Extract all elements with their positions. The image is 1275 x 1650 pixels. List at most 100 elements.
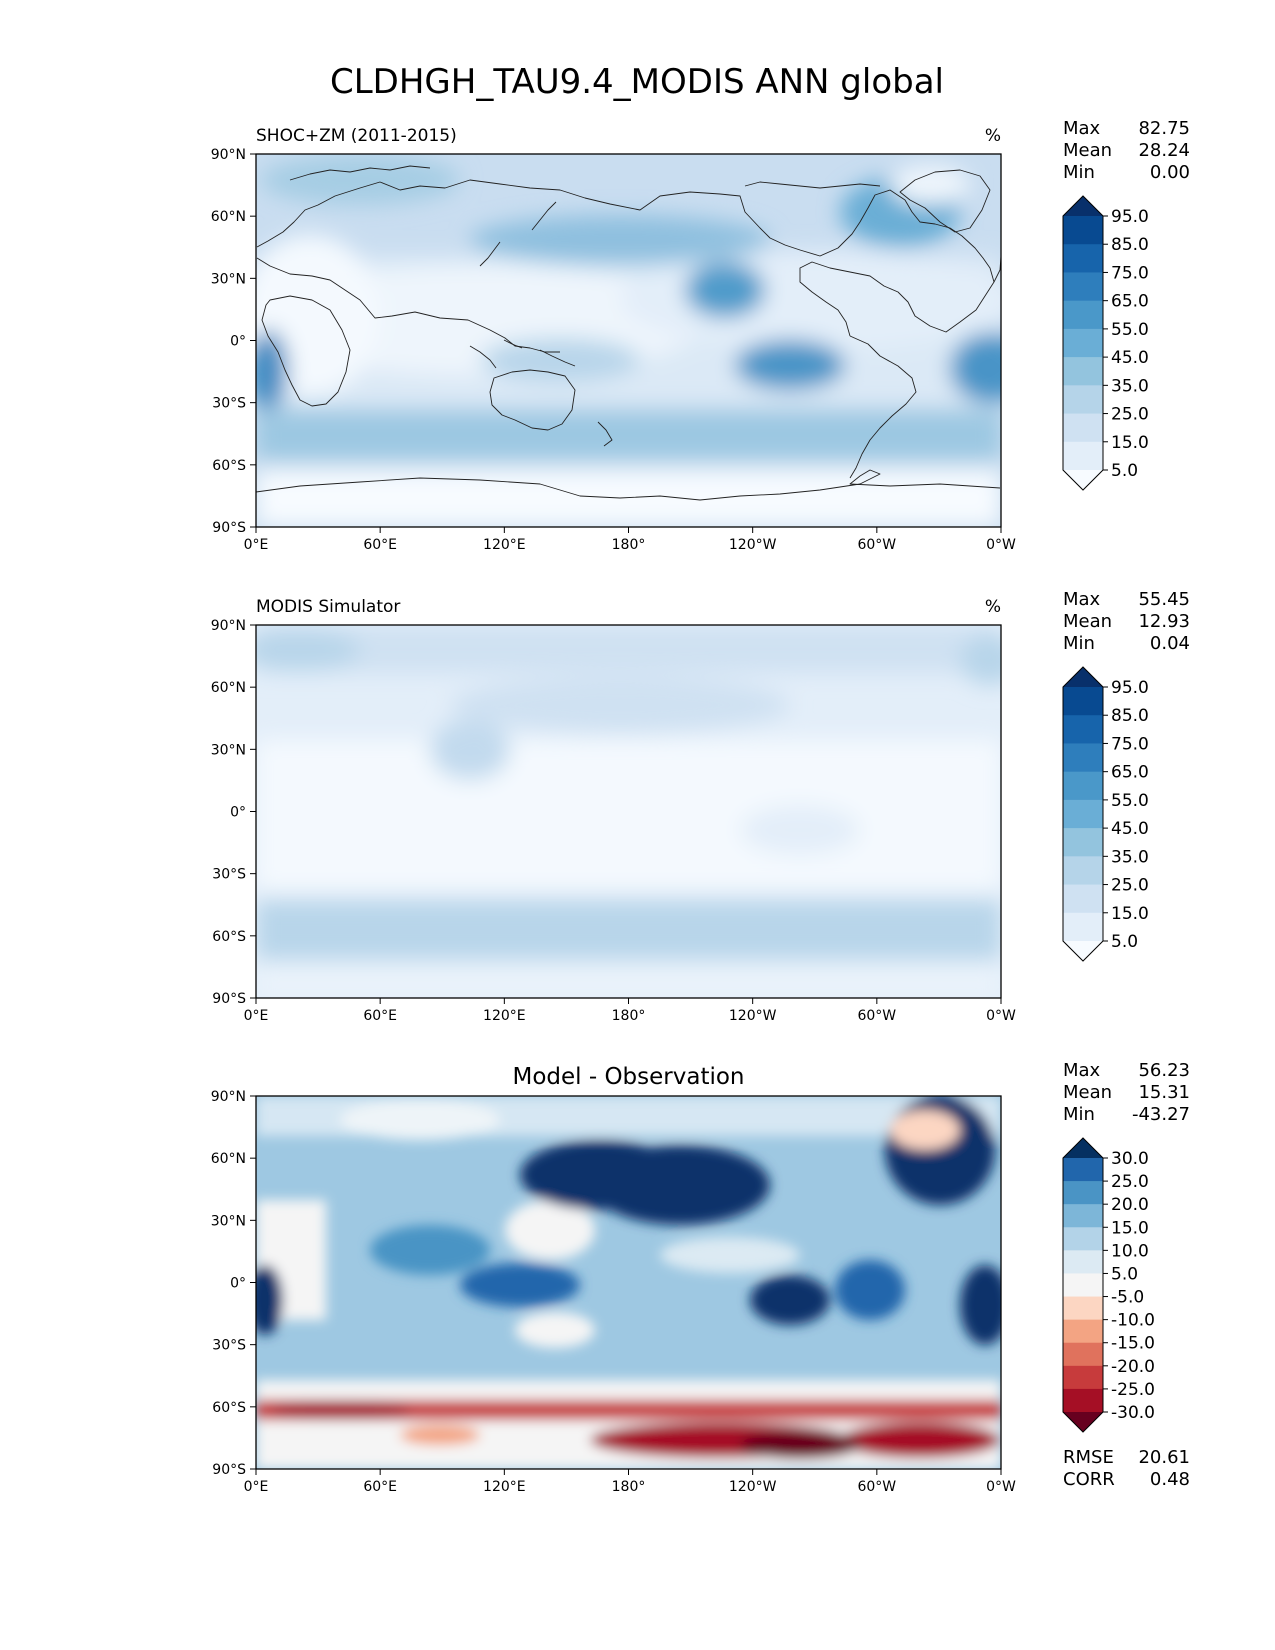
colorbar-tick-label: 35.0	[1111, 376, 1149, 396]
colorbar-segment	[1063, 687, 1103, 716]
lat-tick-label: 90°N	[211, 618, 246, 634]
colorbar-tick-label: 25.0	[1111, 1172, 1149, 1192]
stat-value: 15.31	[1138, 1082, 1190, 1103]
lon-tick-label: 0°W	[986, 1008, 1016, 1024]
lon-tick-label: 120°W	[729, 1008, 777, 1024]
colorbar-extend-max	[1063, 1138, 1103, 1158]
colorbar-segment	[1063, 385, 1103, 415]
colorbar-segment	[1063, 1365, 1103, 1390]
colorbar-segment	[1063, 1227, 1103, 1251]
colorbar-tick-label: 75.0	[1111, 734, 1149, 754]
colorbar-segment	[1063, 771, 1103, 801]
colorbar-tick-label: 45.0	[1111, 819, 1149, 839]
footer-stat-label: RMSE	[1063, 1447, 1114, 1468]
lon-tick-label: 0°E	[244, 1008, 269, 1024]
colorbar-segment	[1063, 884, 1103, 914]
lat-tick-label: 60°N	[211, 209, 246, 225]
stat-label: Max	[1063, 589, 1101, 610]
colorbar-tick-label: 85.0	[1111, 235, 1149, 255]
panel-center-title: Model - Observation	[512, 1064, 744, 1090]
colorbar-tick-label: -20.0	[1111, 1357, 1155, 1377]
colorbar-extend-max	[1063, 667, 1103, 687]
stat-label: Min	[1063, 633, 1095, 654]
colorbar-segment	[1063, 300, 1103, 330]
lat-tick-label: 30°S	[212, 1338, 246, 1354]
stat-label: Mean	[1063, 140, 1112, 161]
stat-value: 28.24	[1138, 140, 1190, 161]
colorbar-tick-label: 25.0	[1111, 876, 1149, 896]
panel-left-title: SHOC+ZM (2011-2015)	[256, 126, 457, 146]
colorbar-tick-label: 75.0	[1111, 263, 1149, 283]
lon-tick-label: 180°	[612, 537, 646, 553]
colorbar-segment	[1063, 1158, 1103, 1182]
colorbar-tick-label: 15.0	[1111, 433, 1149, 453]
colorbar-tick-label: 5.0	[1111, 932, 1138, 952]
lat-tick-label: 30°S	[212, 867, 246, 883]
lat-tick-label: 90°N	[211, 1089, 246, 1105]
lat-tick-label: 60°N	[211, 1151, 246, 1167]
colorbar-segment	[1063, 328, 1103, 358]
footer-stat-value: 0.48	[1150, 1469, 1190, 1490]
colorbar-segment	[1063, 1296, 1103, 1321]
colorbar-tick-label: 30.0	[1111, 1149, 1149, 1169]
colorbar-segment	[1063, 413, 1103, 443]
colorbar-tick-label: -25.0	[1111, 1380, 1155, 1400]
colorbar-segment	[1063, 1319, 1103, 1344]
colorbar-segment	[1063, 1388, 1103, 1413]
colorbar-tick-label: -30.0	[1111, 1403, 1155, 1423]
colorbar-tick-label: 95.0	[1111, 678, 1149, 698]
footer-stat-label: CORR	[1063, 1469, 1115, 1490]
colorbar-tick-label: 5.0	[1111, 1264, 1138, 1284]
lat-tick-label: 60°S	[212, 458, 246, 474]
lon-tick-label: 60°E	[363, 537, 397, 553]
colorbar-segment	[1063, 357, 1103, 386]
lon-tick-label: 0°W	[986, 537, 1016, 553]
panel-difference	[255, 1095, 1002, 1470]
colorbar-segment	[1063, 216, 1103, 245]
lat-tick-label: 30°N	[211, 742, 246, 758]
lon-tick-label: 120°E	[483, 1008, 526, 1024]
panel-units: %	[985, 597, 1001, 617]
stat-value: 0.04	[1150, 633, 1190, 654]
lon-tick-label: 60°W	[857, 1008, 896, 1024]
lat-tick-label: 30°N	[211, 271, 246, 287]
colorbar-tick-label: 95.0	[1111, 207, 1149, 227]
colorbar-tick-label: -10.0	[1111, 1311, 1155, 1331]
colorbar-tick-label: 15.0	[1111, 1218, 1149, 1238]
colorbar-extend-min	[1063, 941, 1103, 961]
panel-units: %	[985, 126, 1001, 146]
colorbar-tick-label: -5.0	[1111, 1288, 1144, 1308]
coastlines-test	[256, 165, 1001, 501]
lat-tick-label: 60°S	[212, 1400, 246, 1416]
colorbar-tick-label: 5.0	[1111, 461, 1138, 481]
lon-tick-label: 180°	[612, 1479, 646, 1495]
stat-label: Min	[1063, 1104, 1095, 1125]
stat-label: Mean	[1063, 1082, 1112, 1103]
stat-value: 55.45	[1138, 589, 1190, 610]
colorbar-tick-label: 85.0	[1111, 706, 1149, 726]
lat-tick-label: 30°S	[212, 396, 246, 412]
lat-tick-label: 60°S	[212, 929, 246, 945]
stat-label: Min	[1063, 162, 1095, 183]
stat-value: 56.23	[1138, 1060, 1190, 1081]
colorbar-tick-label: 10.0	[1111, 1241, 1149, 1261]
colorbar-tick-label: 65.0	[1111, 292, 1149, 312]
colorbar-segment	[1063, 912, 1103, 942]
stat-label: Max	[1063, 1060, 1101, 1081]
colorbar-tick-label: 35.0	[1111, 847, 1149, 867]
annotation-layer: 90°N60°N30°N0°30°S60°S90°S0°E 60°E 120°E 18…	[211, 118, 1190, 1495]
lon-tick-label: 0°E	[244, 537, 269, 553]
field-difference	[256, 1096, 1001, 1469]
colorbar-segment	[1063, 715, 1103, 744]
colorbar-segment	[1063, 1273, 1103, 1298]
lat-tick-label: 0°	[230, 805, 246, 821]
stat-value: -43.27	[1132, 1104, 1190, 1125]
figure-title: CLDHGH_TAU9.4_MODIS ANN global	[330, 62, 944, 102]
colorbar-extend-min	[1063, 470, 1103, 490]
colorbar-extend-max	[1063, 196, 1103, 216]
colorbar-extend-min	[1063, 1412, 1103, 1432]
colorbar-segment	[1063, 856, 1103, 886]
lat-tick-label: 60°N	[211, 680, 246, 696]
lon-tick-label: 120°W	[729, 1479, 777, 1495]
